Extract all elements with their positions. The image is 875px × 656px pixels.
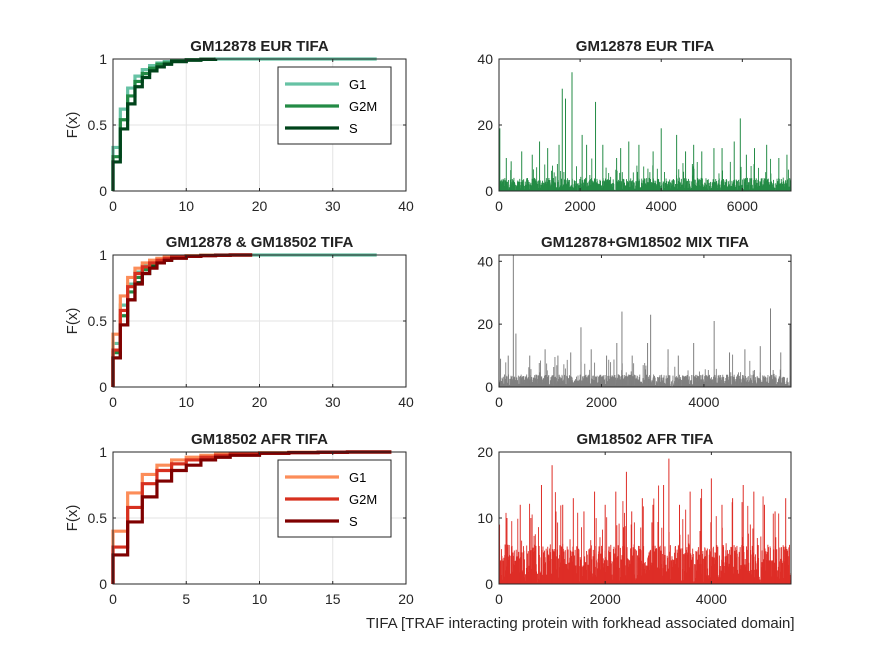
chart-title: GM12878+GM18502 MIX TIFA — [541, 234, 749, 251]
x-tick-label: 2000 — [586, 394, 617, 410]
panel-counts_eur: 0 2000 4000 6000 0 20 40 GM12878 EUR TIFA — [477, 38, 792, 214]
panel-ecdf_afr: 0 5 10 15 20 0 0.5 1 GM18502 AFR TIFA F(x) G1 G2M S — [64, 431, 414, 607]
figure-xlabel: TIFA [TRAF interacting protein with fork… — [366, 615, 795, 632]
x-tick-label: 40 — [398, 198, 414, 214]
legend-label: G2M — [349, 99, 377, 114]
x-tick-label: 0 — [109, 198, 117, 214]
axes-box — [498, 254, 792, 388]
x-tick-label: 5 — [182, 591, 190, 607]
y-tick-label: 20 — [477, 117, 493, 133]
x-tick-label: 15 — [325, 591, 341, 607]
series-line-5 — [111, 253, 253, 387]
chart-title: GM12878 EUR TIFA — [190, 38, 329, 55]
panel-ecdf_mix: 0 10 20 30 40 0 0.5 1 GM12878 & GM18502 TIFA F(x) — [64, 234, 414, 410]
x-tick-label: 20 — [252, 394, 268, 410]
count-bars — [498, 72, 792, 191]
y-tick-label: 0 — [99, 183, 107, 199]
y-tick-label: 0 — [485, 576, 493, 592]
x-tick-label: 20 — [398, 591, 414, 607]
y-tick-label: 1 — [99, 51, 107, 67]
x-tick-label: 0 — [109, 394, 117, 410]
y-tick-label: 40 — [477, 253, 493, 269]
panel-ecdf_eur: 0 10 20 30 40 0 0.5 1 GM12878 EUR TIFA F(x) G1 G2M S — [64, 38, 414, 214]
y-tick-label: 0 — [485, 379, 493, 395]
y-tick-label: 20 — [477, 316, 493, 332]
x-tick-label: 4000 — [646, 198, 677, 214]
panel-counts_mix: 0 2000 4000 0 20 40 GM12878+GM18502 MIX TIFA — [477, 234, 792, 410]
x-tick-label: 30 — [325, 198, 341, 214]
x-tick-label: 10 — [178, 198, 194, 214]
x-tick-label: 30 — [325, 394, 341, 410]
y-axis-label: F(x) — [64, 112, 81, 139]
legend-label: G2M — [349, 492, 377, 507]
y-tick-label: 0.5 — [88, 313, 108, 329]
series-line-2 — [111, 57, 218, 191]
chart-title: GM18502 AFR TIFA — [577, 431, 714, 448]
x-tick-label: 2000 — [565, 198, 596, 214]
legend-label: G1 — [349, 77, 366, 92]
legend-label: G1 — [349, 470, 366, 485]
x-tick-label: 40 — [398, 394, 414, 410]
x-tick-label: 20 — [252, 198, 268, 214]
y-tick-label: 0 — [99, 576, 107, 592]
count-bars — [498, 458, 792, 584]
x-tick-label: 10 — [178, 394, 194, 410]
y-tick-label: 40 — [477, 51, 493, 67]
x-tick-label: 0 — [495, 394, 503, 410]
series-line-2 — [111, 450, 392, 584]
y-tick-label: 1 — [99, 444, 107, 460]
legend: G1 G2M S — [277, 66, 392, 145]
legend-label: S — [349, 514, 358, 529]
y-tick-label: 0 — [99, 379, 107, 395]
y-tick-label: 10 — [477, 510, 493, 526]
y-axis-label: F(x) — [64, 505, 81, 532]
panel-counts_afr: 0 2000 4000 0 10 20 GM18502 AFR TIFA — [477, 431, 792, 607]
legend-label: S — [349, 121, 358, 136]
chart-title: GM12878 EUR TIFA — [576, 38, 715, 55]
y-tick-label: 0.5 — [88, 117, 108, 133]
chart-title: GM12878 & GM18502 TIFA — [166, 234, 354, 251]
axes-background — [499, 59, 791, 191]
x-tick-label: 6000 — [727, 198, 758, 214]
y-tick-label: 1 — [99, 247, 107, 263]
y-tick-label: 0.5 — [88, 510, 108, 526]
x-tick-label: 0 — [495, 198, 503, 214]
x-tick-label: 0 — [495, 591, 503, 607]
y-tick-label: 20 — [477, 444, 493, 460]
x-tick-label: 4000 — [688, 394, 719, 410]
x-tick-label: 10 — [252, 591, 268, 607]
chart-title: GM18502 AFR TIFA — [191, 431, 328, 448]
y-axis-label: F(x) — [64, 308, 81, 335]
x-tick-label: 0 — [109, 591, 117, 607]
y-tick-label: 0 — [485, 183, 493, 199]
legend: G1 G2M S — [277, 459, 392, 538]
x-tick-label: 2000 — [590, 591, 621, 607]
x-tick-label: 4000 — [696, 591, 727, 607]
